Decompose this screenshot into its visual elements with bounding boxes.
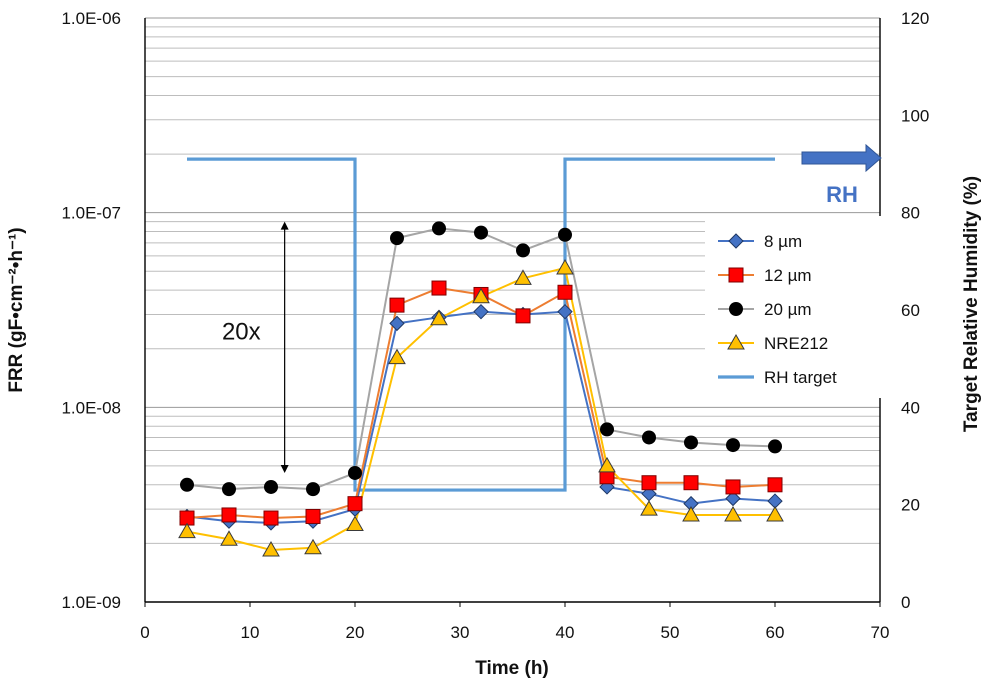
data-point-2 — [516, 243, 530, 258]
legend-label: RH target — [764, 368, 837, 387]
data-point-3 — [304, 538, 322, 555]
data-point-1 — [725, 479, 741, 495]
data-point-3 — [262, 540, 280, 557]
data-point-3 — [724, 505, 742, 522]
legend-items: 8 µm 12 µm 20 µm NRE212 RH target — [718, 232, 837, 387]
y-axis-title: FRR (gF•cm⁻²•h⁻¹) — [6, 227, 27, 392]
y-tick-label: 1.0E-06 — [61, 9, 121, 28]
data-point-3 — [514, 269, 532, 285]
data-point-3 — [388, 348, 406, 365]
data-point-1 — [263, 510, 279, 526]
data-point-3 — [220, 530, 238, 546]
data-point-2 — [726, 438, 740, 453]
legend-marker — [728, 267, 744, 283]
tick-labels: 0 10 20 30 40 50 60 70 1.0E-09 1.0E-08 1.0E-07 1.0E… — [61, 9, 929, 642]
data-point-1 — [305, 508, 321, 524]
data-point-2 — [222, 482, 236, 497]
data-point-2 — [684, 435, 698, 450]
data-point-0 — [725, 490, 741, 507]
legend-label: 8 µm — [764, 232, 802, 251]
legend-marker — [728, 233, 744, 249]
y2-tick-label: 0 — [901, 593, 910, 612]
data-point-3 — [178, 522, 196, 539]
series-layer — [178, 157, 784, 557]
legend: 8 µm 12 µm 20 µm NRE212 RH target — [705, 216, 890, 398]
data-point-1 — [515, 308, 531, 324]
data-point-2 — [264, 479, 278, 494]
x-tick-label: 50 — [661, 623, 680, 642]
data-point-2 — [558, 227, 572, 242]
data-point-1 — [641, 475, 657, 491]
data-point-3 — [430, 309, 448, 326]
y2-tick-label: 120 — [901, 9, 929, 28]
series-line-rh-target — [187, 157, 775, 492]
y2-axis-title: Target Relative Humidity (%) — [961, 176, 982, 432]
y2-tick-label: 100 — [901, 106, 929, 125]
data-point-1 — [221, 507, 237, 523]
x-tick-label: 10 — [241, 623, 260, 642]
x-tick-label: 40 — [556, 623, 575, 642]
x-tick-label: 0 — [140, 623, 149, 642]
data-point-2 — [600, 422, 614, 437]
y2-tick-label: 60 — [901, 301, 920, 320]
y2-tick-label: 20 — [901, 496, 920, 515]
data-point-1 — [431, 280, 447, 296]
data-point-3 — [766, 505, 784, 522]
data-point-0 — [389, 315, 405, 332]
data-point-2 — [768, 439, 782, 454]
annotations: 20x RH — [222, 143, 882, 473]
legend-label: 12 µm — [764, 266, 812, 285]
x-tick-label: 70 — [871, 623, 890, 642]
data-point-2 — [642, 430, 656, 445]
data-point-3 — [346, 515, 364, 532]
rh-label: RH — [826, 182, 858, 207]
data-point-2 — [474, 225, 488, 240]
data-point-2 — [432, 221, 446, 236]
annotation-20x-label: 20x — [222, 318, 261, 345]
y-tick-label: 1.0E-09 — [61, 593, 121, 612]
data-point-0 — [557, 303, 573, 320]
y-tick-label: 1.0E-07 — [61, 204, 121, 223]
y2-tick-label: 80 — [901, 204, 920, 223]
rh-direction-arrow — [801, 143, 882, 173]
data-point-1 — [347, 496, 363, 512]
legend-label: NRE212 — [764, 334, 828, 353]
y-tick-label: 1.0E-08 — [61, 398, 121, 417]
data-point-0 — [473, 303, 489, 320]
legend-marker — [727, 333, 745, 350]
legend-label: 20 µm — [764, 300, 812, 319]
data-point-1 — [683, 475, 699, 491]
data-point-2 — [180, 477, 194, 492]
annotation-arrowhead-up — [280, 221, 289, 230]
data-point-3 — [556, 258, 574, 275]
data-point-2 — [348, 465, 362, 480]
data-point-1 — [557, 284, 573, 300]
x-tick-label: 20 — [346, 623, 365, 642]
data-point-3 — [598, 456, 616, 473]
x-tick-label: 60 — [766, 623, 785, 642]
x-axis-title: Time (h) — [475, 658, 549, 679]
x-tick-label: 30 — [451, 623, 470, 642]
data-point-1 — [389, 297, 405, 313]
data-point-3 — [640, 500, 658, 516]
data-point-1 — [767, 477, 783, 493]
y2-tick-label: 40 — [901, 398, 920, 417]
annotation-arrowhead-down — [280, 464, 289, 473]
legend-marker — [729, 302, 743, 316]
data-point-2 — [390, 231, 404, 246]
data-point-2 — [306, 482, 320, 497]
data-point-3 — [682, 505, 700, 522]
data-point-3 — [472, 287, 490, 304]
